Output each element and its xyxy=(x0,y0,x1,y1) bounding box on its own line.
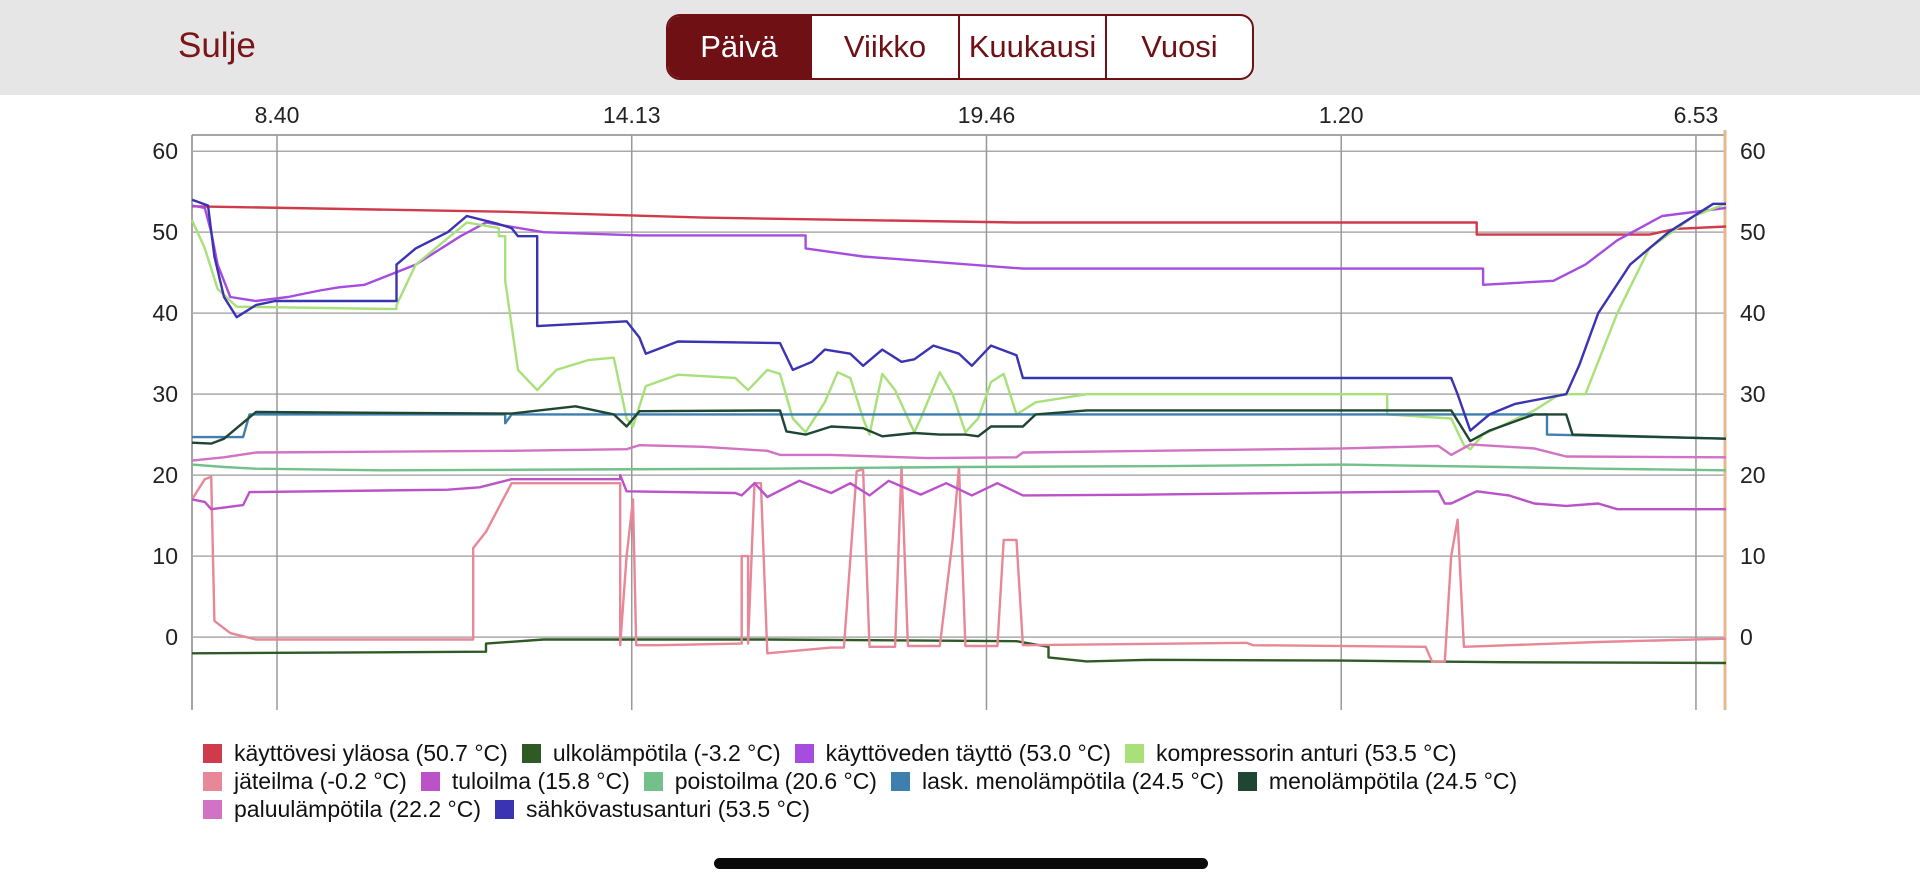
legend-swatch xyxy=(495,799,514,819)
legend-item[interactable]: tuloilma (15.8 °C) xyxy=(420,767,630,795)
legend-item[interactable]: menolämpötila (24.5 °C) xyxy=(1237,767,1518,795)
chart-legend: käyttövesi yläosa (50.7 °C) ulkolämpötila… xyxy=(203,739,1703,823)
legend-value: (22.2 °C) xyxy=(382,796,481,822)
legend-swatch xyxy=(794,743,814,763)
legend-swatch xyxy=(521,743,541,763)
legend-value: (50.7 °C) xyxy=(409,740,508,766)
legend-label: käyttöveden täyttö xyxy=(825,740,1013,766)
legend-item[interactable]: ulkolämpötila (-3.2 °C) xyxy=(521,739,781,767)
close-button[interactable]: Sulje xyxy=(178,26,256,65)
legend-item[interactable]: lask. menolämpötila (24.5 °C) xyxy=(890,767,1224,795)
legend-swatch xyxy=(203,799,222,819)
y-tick-label-left: 10 xyxy=(152,543,178,569)
legend-swatch xyxy=(890,771,910,791)
legend-item[interactable]: jäteilma (-0.2 °C) xyxy=(203,767,407,795)
legend-label: lask. menolämpötila xyxy=(921,768,1126,794)
series-line-4 xyxy=(190,465,1727,663)
home-indicator[interactable] xyxy=(714,858,1208,869)
legend-label: sähkövastusanturi xyxy=(526,796,712,822)
legend-value: (20.6 °C) xyxy=(778,768,877,794)
legend-item[interactable]: käyttövesi yläosa (50.7 °C) xyxy=(203,739,508,767)
series-line-9 xyxy=(191,443,1727,462)
y-tick-label-right: 10 xyxy=(1740,543,1766,569)
x-tick-label: 1.20 xyxy=(1319,102,1364,128)
series-line-0 xyxy=(191,205,1727,236)
y-tick-label-left: 30 xyxy=(152,381,178,407)
legend-value: (53.0 °C) xyxy=(1012,740,1111,766)
y-tick-label-right: 40 xyxy=(1740,300,1766,326)
legend-value: (24.5 °C) xyxy=(1418,768,1518,794)
y-tick-label-left: 0 xyxy=(165,624,178,650)
legend-row: käyttövesi yläosa (50.7 °C) ulkolämpötila… xyxy=(203,739,1703,767)
legend-label: kompressorin anturi xyxy=(1155,740,1358,766)
series-line-3 xyxy=(190,202,1727,451)
tab-week[interactable]: Viikko xyxy=(812,16,960,78)
y-tick-label-right: 0 xyxy=(1740,624,1753,650)
legend-row: paluulämpötila (22.2 °C) sähkövastusantur… xyxy=(203,795,1703,823)
series-line-1 xyxy=(191,638,1727,665)
y-tick-label-right: 50 xyxy=(1740,219,1766,245)
series-line-6 xyxy=(191,463,1727,472)
legend-item[interactable]: paluulämpötila (22.2 °C) xyxy=(203,795,481,823)
legend-value: (53.5 °C) xyxy=(711,796,811,822)
legend-swatch xyxy=(420,771,440,791)
legend-label: jäteilma xyxy=(234,768,314,794)
series-line-7 xyxy=(192,413,1727,440)
x-tick-label: 14.13 xyxy=(603,102,661,128)
legend-row: jäteilma (-0.2 °C) tuloilma (15.8 °C) pois… xyxy=(203,767,1703,795)
y-tick-label-right: 20 xyxy=(1740,462,1766,488)
y-tick-label-left: 50 xyxy=(152,219,178,245)
tab-day[interactable]: Päivä xyxy=(668,16,812,78)
legend-item[interactable]: kompressorin anturi (53.5 °C) xyxy=(1124,739,1457,767)
legend-label: käyttövesi yläosa xyxy=(234,740,410,766)
legend-item[interactable]: poistoilma (20.6 °C) xyxy=(643,767,877,795)
tab-year[interactable]: Vuosi xyxy=(1141,29,1218,64)
legend-label: ulkolämpötila xyxy=(552,740,688,766)
legend-swatch xyxy=(1124,743,1144,763)
x-tick-label: 19.46 xyxy=(958,102,1016,128)
series-line-10 xyxy=(191,198,1726,432)
legend-value: (15.8 °C) xyxy=(531,768,630,794)
legend-value: (53.5 °C) xyxy=(1357,740,1457,766)
series-line-8 xyxy=(191,405,1727,445)
legend-label: paluulämpötila xyxy=(234,796,383,822)
legend-value: (-0.2 °C) xyxy=(313,768,407,794)
legend-swatch xyxy=(643,771,663,791)
legend-value: (24.5 °C) xyxy=(1125,768,1224,794)
y-tick-label-right: 60 xyxy=(1740,138,1766,164)
legend-label: poistoilma xyxy=(674,768,779,794)
y-tick-label-left: 40 xyxy=(152,300,178,326)
y-tick-label-left: 60 xyxy=(152,138,178,164)
top-bar: Sulje Päivä Viikko Kuukausi Vuosi xyxy=(0,0,1920,95)
x-tick-label: 8.40 xyxy=(255,102,300,128)
legend-item[interactable]: sähkövastusanturi (53.5 °C) xyxy=(495,795,810,823)
temperature-line-chart[interactable]: 0 0 10 10 20 20 30 30 40 40 50 50 60 60 8.40 14.13 19.46… xyxy=(0,95,1920,715)
legend-swatch xyxy=(203,771,222,791)
legend-swatch xyxy=(203,743,222,763)
legend-label: menolämpötila xyxy=(1268,768,1419,794)
period-segmented-control: Päivä Viikko Kuukausi Vuosi xyxy=(666,14,1254,80)
x-tick-label: 6.53 xyxy=(1674,102,1719,128)
y-tick-label-right: 30 xyxy=(1740,381,1766,407)
legend-label: tuloilma xyxy=(451,768,532,794)
legend-swatch xyxy=(1237,771,1257,791)
tab-month[interactable]: Kuukausi xyxy=(960,16,1107,78)
series-line-5 xyxy=(191,473,1726,511)
series-line-2 xyxy=(191,204,1727,303)
legend-value: (-3.2 °C) xyxy=(687,740,781,766)
y-tick-label-left: 20 xyxy=(152,462,178,488)
legend-item[interactable]: käyttöveden täyttö (53.0 °C) xyxy=(794,739,1111,767)
